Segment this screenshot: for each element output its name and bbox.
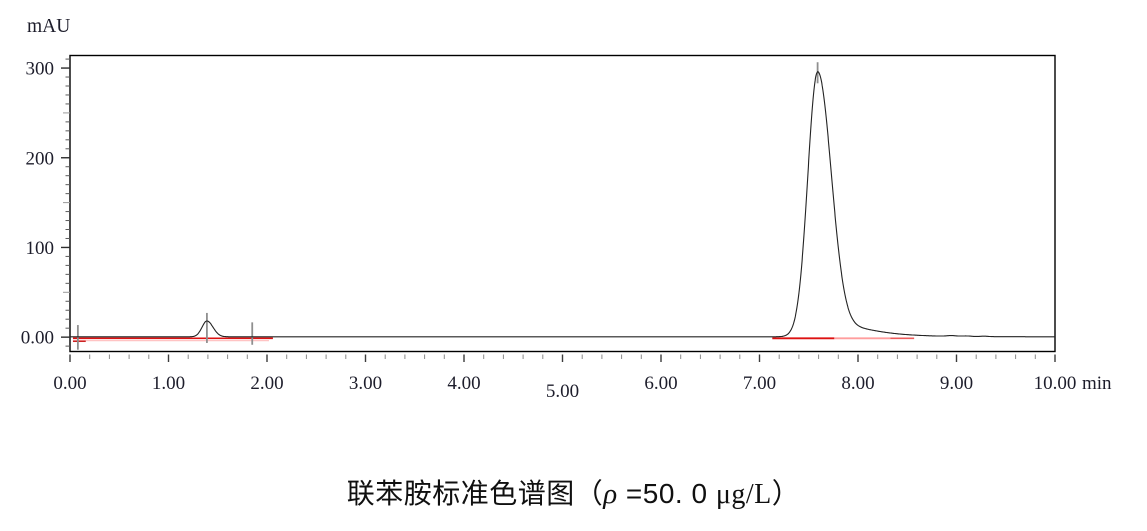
x-tick-label: 2.00 [250,373,283,394]
caption-title-text: 联苯胺标准色谱图（ [346,478,604,509]
x-tick-label: 8.00 [841,373,874,394]
plot-border [69,54,1056,353]
x-tick-label: 4.00 [447,373,480,394]
x-tick-label: 1.00 [152,373,185,394]
x-tick-label: 0.00 [53,373,86,394]
y-tick-label: 200 [26,148,55,169]
caption-concentration-unit: μg/L [715,479,772,510]
x-tick-label: 10.00 [1034,373,1077,394]
caption-closing-paren: ） [771,478,801,509]
y-axis-unit-label: mAU [27,16,70,37]
x-tick-label: 5.00 [546,381,579,402]
x-tick-label: 9.00 [940,373,973,394]
rho-symbol: ρ [603,478,618,510]
x-tick-label: 3.00 [349,373,382,394]
caption-concentration-value: =50. 0 [617,478,716,509]
figure-caption: 联苯胺标准色谱图（ρ =50. 0 μg/L） [0,472,1147,512]
y-tick-label: 0.00 [21,328,54,349]
y-tick-label: 300 [26,59,55,80]
signal-trace [70,70,1055,338]
y-tick-label: 100 [26,238,55,259]
x-tick-label: 6.00 [644,373,677,394]
x-axis-unit-label: min [1082,373,1112,394]
chromatogram-plot: mAU 0.00 1.00 2.00 3.00 4.00 5.00 6.00 7.00 8.00… [21,16,1112,402]
x-tick-label: 7.00 [743,373,776,394]
